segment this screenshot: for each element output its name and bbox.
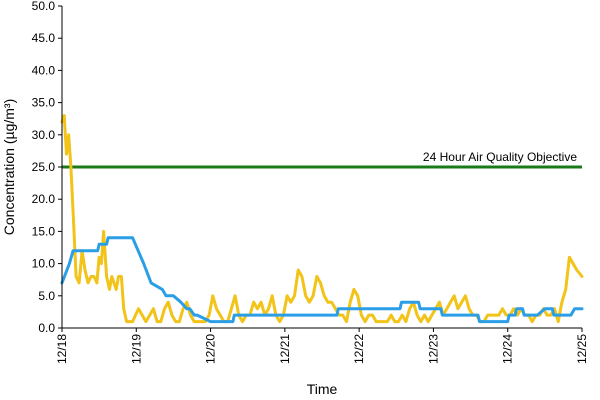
x-axis-ticks: 12/18 12/19 12/20 12/21 12/22 12/23 12/24 12/25 — [55, 328, 589, 364]
objective-label: 24 Hour Air Quality Objective — [423, 150, 577, 164]
y-tick-label: 0.0 — [38, 321, 55, 335]
series-layer — [60, 114, 584, 324]
x-tick-label: 12/19 — [129, 334, 143, 364]
x-tick-label: 12/22 — [352, 334, 366, 364]
y-tick-label: 10.0 — [32, 257, 56, 271]
x-tick-label: 12/18 — [55, 334, 69, 364]
series-line-2 — [60, 236, 584, 324]
y-axis-title: Concentration (µg/m³) — [1, 99, 17, 235]
x-axis-title: Time — [307, 381, 338, 397]
y-tick-label: 20.0 — [32, 192, 56, 206]
y-tick-label: 35.0 — [32, 96, 56, 110]
series-line-1 — [60, 114, 584, 324]
y-tick-label: 30.0 — [32, 128, 56, 142]
x-tick-label: 12/23 — [426, 334, 440, 364]
y-tick-label: 50.0 — [32, 0, 56, 13]
y-tick-label: 25.0 — [32, 160, 56, 174]
y-tick-label: 5.0 — [38, 289, 55, 303]
y-tick-label: 15.0 — [32, 224, 56, 238]
y-tick-label: 40.0 — [32, 63, 56, 77]
x-tick-label: 12/24 — [501, 334, 515, 364]
x-tick-label: 12/21 — [278, 334, 292, 364]
y-tick-label: 45.0 — [32, 31, 56, 45]
x-tick-label: 12/25 — [575, 334, 589, 364]
x-tick-label: 12/20 — [204, 334, 218, 364]
y-axis-ticks: 0.0 5.0 10.0 15.0 20.0 25.0 30.0 35.0 40.0 45.0 50… — [32, 0, 62, 335]
